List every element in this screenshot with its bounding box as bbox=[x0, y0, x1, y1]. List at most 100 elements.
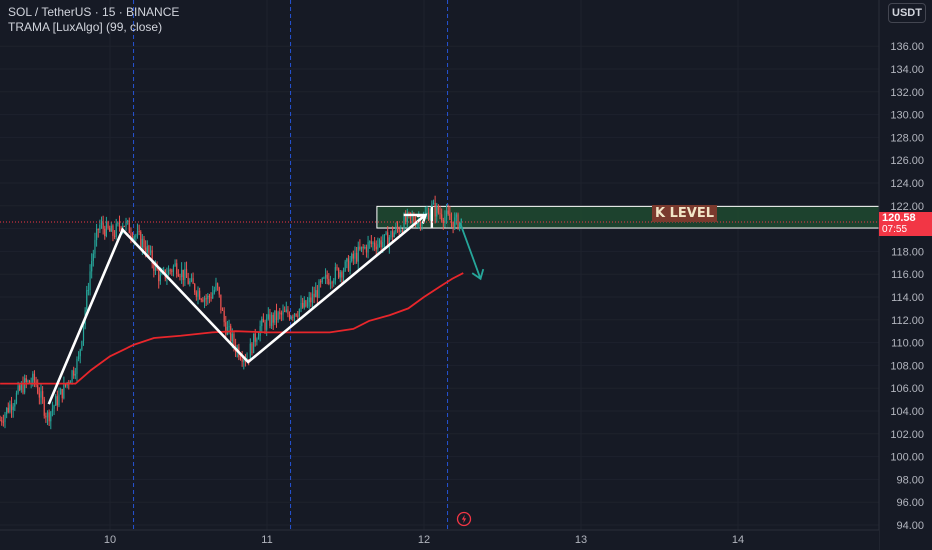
candle-body bbox=[333, 280, 335, 284]
candle bbox=[115, 218, 117, 240]
candle-body bbox=[112, 225, 114, 236]
candle-body bbox=[338, 268, 340, 278]
candle-body bbox=[284, 311, 286, 313]
candle-body bbox=[42, 391, 44, 400]
candle bbox=[45, 412, 47, 423]
candle bbox=[365, 244, 368, 258]
candle bbox=[441, 208, 443, 223]
lightning-icon[interactable] bbox=[456, 511, 472, 527]
candle-body bbox=[292, 316, 294, 318]
candle-body bbox=[217, 283, 219, 288]
price-tick-label: 128.00 bbox=[890, 132, 924, 144]
candle bbox=[321, 277, 323, 284]
candle-body bbox=[405, 215, 407, 223]
zigzag-pattern[interactable] bbox=[47, 206, 434, 405]
candle-body bbox=[396, 226, 399, 229]
candle bbox=[207, 293, 209, 305]
candle-body bbox=[403, 215, 405, 233]
candle-body bbox=[411, 216, 413, 218]
candle bbox=[359, 239, 361, 251]
symbol-title[interactable]: SOL / TetherUS · 15 · BINANCE bbox=[8, 5, 180, 19]
projection-arrow[interactable] bbox=[459, 222, 485, 281]
candle bbox=[46, 410, 49, 426]
candle-body bbox=[454, 217, 456, 229]
candle-body bbox=[401, 230, 404, 233]
candle-body bbox=[287, 309, 289, 315]
candle bbox=[398, 226, 400, 235]
candle bbox=[341, 270, 343, 286]
currency-button[interactable]: USDT bbox=[888, 3, 926, 23]
candle-body bbox=[378, 240, 381, 245]
candle bbox=[194, 282, 196, 295]
price-tick-label: 106.00 bbox=[890, 383, 924, 395]
candle bbox=[269, 308, 271, 329]
candle bbox=[392, 226, 394, 242]
candle bbox=[61, 388, 63, 403]
candle-body bbox=[313, 293, 315, 298]
candle bbox=[202, 297, 204, 303]
candle bbox=[326, 270, 328, 285]
candle bbox=[182, 269, 184, 287]
candle bbox=[436, 202, 438, 223]
candle bbox=[176, 259, 178, 278]
candle bbox=[221, 307, 224, 311]
candle-body bbox=[231, 333, 233, 342]
candle-body bbox=[163, 269, 165, 272]
candle-body bbox=[53, 405, 55, 409]
candle bbox=[434, 195, 436, 224]
candle-body bbox=[406, 212, 408, 223]
candle-body bbox=[297, 315, 299, 317]
candle-body bbox=[398, 228, 400, 233]
price-tick-label: 112.00 bbox=[891, 315, 924, 327]
candle-body bbox=[179, 276, 181, 278]
candle bbox=[53, 404, 55, 415]
time-tick-label: 13 bbox=[575, 534, 587, 546]
candle bbox=[2, 414, 4, 427]
candle-body bbox=[115, 223, 117, 237]
candle bbox=[275, 303, 278, 328]
candle bbox=[445, 203, 448, 224]
candle bbox=[218, 286, 220, 298]
candle-body bbox=[154, 264, 157, 271]
candle bbox=[109, 225, 111, 232]
candle bbox=[411, 210, 413, 224]
candle-body bbox=[172, 266, 175, 272]
candle-body bbox=[123, 225, 125, 227]
candle bbox=[199, 287, 201, 300]
candle bbox=[12, 402, 14, 418]
candle bbox=[378, 238, 381, 248]
candle bbox=[437, 204, 439, 215]
candle-body bbox=[459, 221, 461, 229]
candle-body bbox=[40, 391, 42, 398]
candle bbox=[377, 237, 379, 253]
candle-body bbox=[225, 322, 227, 335]
candle-body bbox=[230, 326, 232, 342]
candle-body bbox=[63, 383, 65, 399]
candle-body bbox=[370, 241, 372, 244]
candle-body bbox=[207, 295, 209, 299]
candle-body bbox=[382, 242, 384, 248]
indicator-title[interactable]: TRAMA [LuxAlgo] (99, close) bbox=[8, 20, 163, 34]
candle-body bbox=[79, 349, 81, 357]
candle bbox=[172, 264, 175, 277]
price-tick-label: 110.00 bbox=[891, 338, 924, 350]
candle-body bbox=[434, 203, 436, 217]
candle-body bbox=[460, 218, 462, 222]
candle-body bbox=[10, 404, 13, 411]
candle bbox=[305, 299, 307, 308]
candle-body bbox=[442, 219, 444, 223]
candle bbox=[351, 252, 353, 263]
candle-body bbox=[351, 253, 353, 262]
candle-body bbox=[298, 308, 300, 317]
time-axis[interactable]: 10 11 12 13 14 bbox=[0, 529, 879, 550]
candle bbox=[432, 199, 435, 205]
price-axis[interactable]: 136.00 134.00 132.00 130.00 128.00 126.00 124.… bbox=[878, 0, 932, 550]
price-tick-label: 130.00 bbox=[890, 110, 924, 122]
candle-body bbox=[19, 385, 21, 390]
candle bbox=[400, 225, 402, 234]
candle-body bbox=[328, 278, 330, 284]
candle bbox=[306, 296, 309, 309]
candle bbox=[10, 396, 13, 418]
candle-body bbox=[352, 253, 354, 259]
